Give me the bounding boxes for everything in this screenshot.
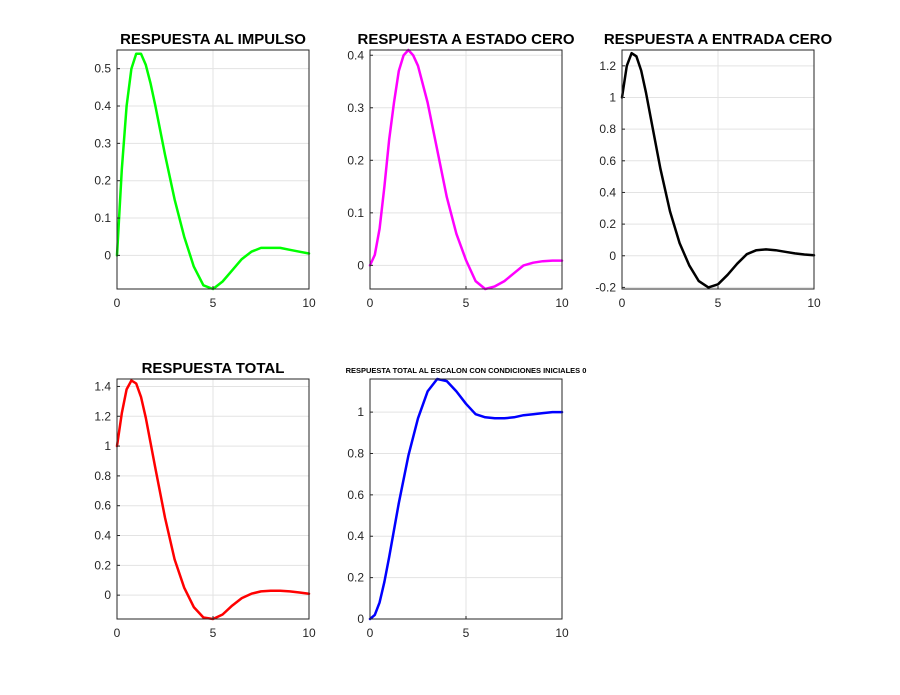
x-tick-label: 0 <box>367 296 374 310</box>
y-tick-label: 1 <box>104 439 111 453</box>
series-line <box>368 377 564 621</box>
y-tick-label: 0.1 <box>347 206 364 220</box>
x-tick-label: 10 <box>807 296 821 310</box>
y-tick-label: 0.6 <box>94 499 111 513</box>
x-tick-label: 5 <box>463 626 470 640</box>
y-tick-label: 0.6 <box>599 154 616 168</box>
y-tick-label: 0.6 <box>347 488 364 502</box>
y-tick-label: 0 <box>104 588 111 602</box>
series-line <box>620 51 816 289</box>
y-tick-label: 0.4 <box>94 529 111 543</box>
y-tick-label: 0.3 <box>347 101 364 115</box>
y-tick-label: 0 <box>609 249 616 263</box>
y-tick-label: 0.4 <box>347 529 364 543</box>
y-tick-label: 0.2 <box>94 174 111 188</box>
y-tick-label: -0.2 <box>595 280 616 294</box>
chart-title: RESPUESTA A ENTRADA CERO <box>604 31 833 48</box>
y-tick-label: 1.2 <box>599 59 616 73</box>
y-tick-label: 0 <box>357 258 364 272</box>
series-line <box>368 48 564 291</box>
x-tick-label: 0 <box>114 296 121 310</box>
y-tick-label: 0.2 <box>94 558 111 572</box>
y-tick-label: 0.3 <box>94 136 111 150</box>
series-line <box>115 52 311 291</box>
y-tick-label: 0.8 <box>599 122 616 136</box>
y-tick-label: 0 <box>104 248 111 262</box>
x-tick-label: 0 <box>619 296 626 310</box>
y-tick-label: 1 <box>357 405 364 419</box>
subplot-escalon: 0 5 10 0 0.2 0.4 0.6 0.8 1 RESPUESTA TOTAL AL ESC… <box>346 366 587 640</box>
chart-title: RESPUESTA TOTAL AL ESCALON CON CONDICION… <box>346 366 587 375</box>
chart-title: RESPUESTA AL IMPULSO <box>120 31 306 48</box>
x-tick-label: 5 <box>715 296 722 310</box>
subplot-total: 0 5 10 0 0.2 0.4 0.6 0.8 1 1.2 1.4 RESPUESTA TOTAL <box>94 360 316 640</box>
y-tick-label: 0.8 <box>347 446 364 460</box>
y-tick-label: 0.4 <box>94 99 111 113</box>
y-tick-label: 1 <box>609 90 616 104</box>
chart-title: RESPUESTA TOTAL <box>142 360 285 377</box>
y-tick-label: 0.1 <box>94 211 111 225</box>
y-tick-label: 1.4 <box>94 379 111 393</box>
y-tick-label: 0.4 <box>599 185 616 199</box>
y-tick-label: 0 <box>357 612 364 626</box>
y-tick-label: 1.2 <box>94 409 111 423</box>
x-tick-label: 10 <box>302 296 316 310</box>
x-tick-label: 10 <box>302 626 316 640</box>
y-tick-label: 0.2 <box>347 571 364 585</box>
x-tick-label: 5 <box>210 296 217 310</box>
x-tick-label: 10 <box>555 626 569 640</box>
y-tick-label: 0.5 <box>94 62 111 76</box>
x-tick-label: 0 <box>367 626 374 640</box>
y-tick-label: 0.8 <box>94 469 111 483</box>
x-tick-label: 0 <box>114 626 121 640</box>
chart-title: RESPUESTA A ESTADO CERO <box>358 31 575 48</box>
y-tick-label: 0.4 <box>347 48 364 62</box>
y-tick-label: 0.2 <box>347 153 364 167</box>
series-line <box>115 379 311 621</box>
x-tick-label: 5 <box>210 626 217 640</box>
x-tick-label: 10 <box>555 296 569 310</box>
x-tick-label: 5 <box>463 296 470 310</box>
subplot-impulso: 0 5 10 0 0.1 0.2 0.3 0.4 0.5 RESPUESTA AL IMPULSO <box>94 31 316 310</box>
y-tick-label: 0.2 <box>599 217 616 231</box>
